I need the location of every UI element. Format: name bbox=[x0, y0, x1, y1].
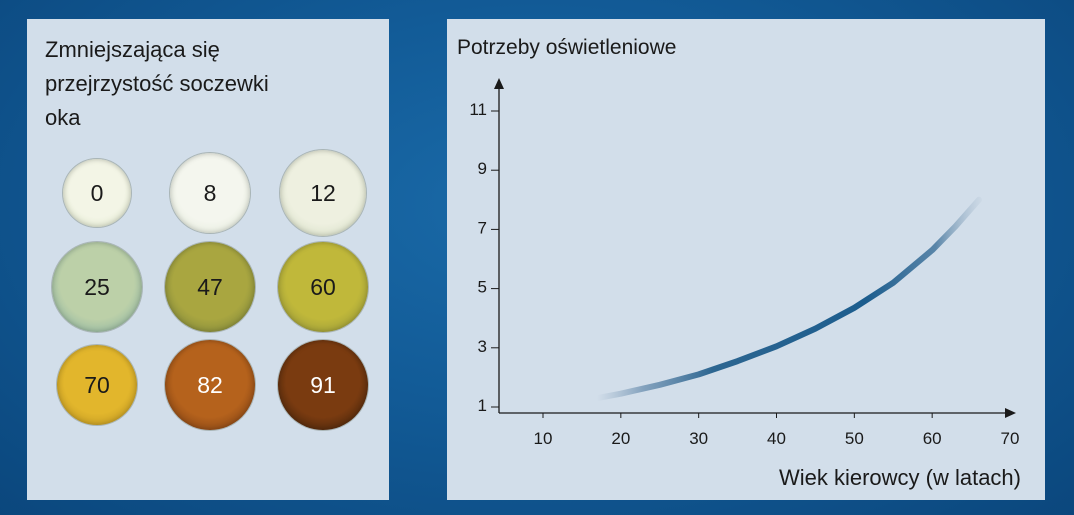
lens-60: 60 bbox=[278, 242, 368, 332]
lens-8: 8 bbox=[170, 153, 250, 233]
lighting-needs-curve bbox=[594, 196, 982, 402]
lens-12: 12 bbox=[280, 150, 366, 236]
y-tick-label-7: 7 bbox=[478, 218, 487, 237]
x-axis-title: Wiek kierowcy (w latach) bbox=[779, 465, 1021, 490]
x-tick-label-50: 50 bbox=[845, 429, 864, 448]
lens-panel-title: Zmniejszająca się przejrzystość soczewki… bbox=[45, 33, 345, 135]
lighting-needs-chart: Potrzeby oświetleniowe 1 3 5 7 9 11 10 20 30 40 50… bbox=[457, 36, 1021, 490]
lens-25: 25 bbox=[52, 242, 142, 332]
y-tick-label-11: 11 bbox=[469, 100, 487, 119]
y-tick-label-1: 1 bbox=[478, 396, 487, 415]
chart-axes bbox=[494, 78, 1016, 418]
lens-title-line-3: oka bbox=[45, 105, 81, 130]
lens-47: 47 bbox=[165, 242, 255, 332]
x-tick-label-60: 60 bbox=[923, 429, 942, 448]
lighting-needs-panel: Potrzeby oświetleniowe 1 3 5 7 9 11 10 20 30 40 50… bbox=[447, 19, 1045, 500]
lens-transparency-panel: Zmniejszająca się przejrzystość soczewki… bbox=[27, 19, 389, 500]
lens-title-line-1: Zmniejszająca się bbox=[45, 37, 220, 62]
x-tick-label-20: 20 bbox=[611, 429, 630, 448]
lens-91: 91 bbox=[278, 340, 368, 430]
x-axis-arrow bbox=[1005, 408, 1016, 418]
y-tick-label-5: 5 bbox=[478, 278, 487, 297]
chart-title: Potrzeby oświetleniowe bbox=[457, 36, 676, 59]
lens-title-line-2: przejrzystość soczewki bbox=[45, 71, 269, 96]
chart-series-layer bbox=[594, 196, 982, 402]
lens-82: 82 bbox=[165, 340, 255, 430]
x-tick-label-40: 40 bbox=[767, 429, 786, 448]
lens-0: 0 bbox=[63, 159, 131, 227]
chart-ticks: 1 3 5 7 9 11 10 20 30 40 50 60 70 bbox=[469, 100, 1019, 448]
x-tick-label-70: 70 bbox=[1001, 429, 1020, 448]
y-axis-arrow bbox=[494, 78, 504, 89]
lens-70: 70 bbox=[57, 345, 137, 425]
y-tick-label-3: 3 bbox=[478, 337, 487, 356]
x-tick-label-30: 30 bbox=[689, 429, 708, 448]
x-tick-label-10: 10 bbox=[534, 429, 553, 448]
y-tick-label-9: 9 bbox=[478, 159, 487, 178]
